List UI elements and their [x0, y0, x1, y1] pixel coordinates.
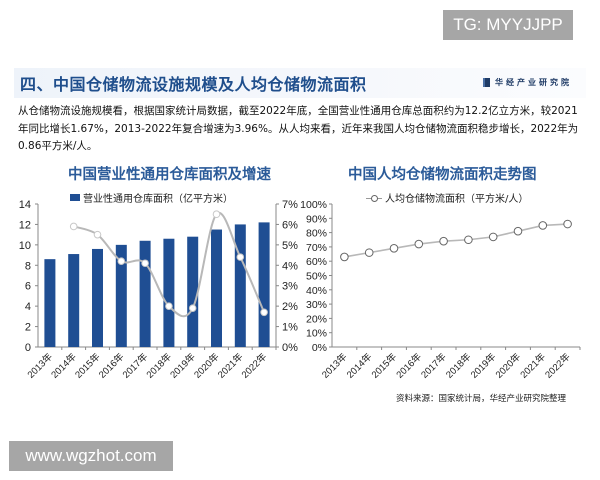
- svg-text:2016年: 2016年: [394, 350, 425, 381]
- right-chart-legend: 人均仓储物流面积（平方米/人）: [366, 190, 528, 205]
- svg-text:2017年: 2017年: [120, 350, 151, 381]
- svg-text:2013年: 2013年: [25, 350, 56, 381]
- svg-text:0%: 0%: [312, 342, 327, 354]
- svg-text:2018年: 2018年: [443, 350, 474, 381]
- logo-mark-icon: [483, 78, 490, 87]
- svg-text:5%: 5%: [282, 240, 298, 252]
- svg-text:6%: 6%: [282, 219, 298, 231]
- left-chart-plot: 024681012140%1%2%3%4%5%6%7%2013年2014年201…: [19, 199, 298, 381]
- svg-text:2017年: 2017年: [419, 350, 450, 381]
- top-watermark-badge: TG: MYYJJPP: [443, 10, 573, 40]
- right-chart-title: 中国人均仓储物流面积走势图: [348, 167, 537, 183]
- svg-text:2014年: 2014年: [344, 350, 375, 381]
- legend-bar-swatch-icon: [70, 194, 80, 201]
- svg-text:2022年: 2022年: [239, 350, 270, 381]
- svg-text:20%: 20%: [306, 313, 327, 325]
- section-header: 四、中国仓储物流设施规模及人均仓储物流面积 华经产业研究院: [14, 68, 586, 98]
- svg-text:4: 4: [25, 301, 31, 313]
- svg-text:7%: 7%: [282, 199, 298, 211]
- legend-label: 人均仓储物流面积（平方米/人）: [385, 194, 529, 205]
- svg-text:80%: 80%: [306, 228, 327, 240]
- legend-line-marker-icon: [366, 193, 382, 203]
- section-title: 四、中国仓储物流设施规模及人均仓储物流面积: [20, 75, 367, 94]
- svg-text:10: 10: [19, 240, 31, 252]
- right-chart-plot: 0%10%20%30%40%50%60%70%80%90%100%2013年20…: [300, 199, 581, 381]
- bottom-watermark-badge: www.wgzhot.com: [9, 441, 173, 471]
- svg-text:2019年: 2019年: [468, 350, 499, 381]
- svg-text:2020年: 2020年: [191, 350, 222, 381]
- svg-text:2020年: 2020年: [493, 350, 524, 381]
- svg-text:0%: 0%: [282, 342, 298, 354]
- svg-text:2019年: 2019年: [168, 350, 199, 381]
- svg-text:2015年: 2015年: [72, 350, 103, 381]
- svg-text:0: 0: [25, 342, 31, 354]
- svg-text:40%: 40%: [306, 285, 327, 297]
- svg-text:6: 6: [25, 281, 31, 293]
- svg-text:3%: 3%: [282, 281, 298, 293]
- body-paragraph: 从仓储物流设施规模看，根据国家统计局数据，截至2022年底，全国营业性通用仓库总…: [18, 105, 579, 152]
- publisher-logo: 华经产业研究院: [483, 77, 572, 88]
- svg-text:100%: 100%: [300, 199, 327, 211]
- svg-text:2022年: 2022年: [543, 350, 574, 381]
- svg-text:2021年: 2021年: [518, 350, 549, 381]
- svg-text:2016年: 2016年: [96, 350, 127, 381]
- svg-text:30%: 30%: [306, 299, 327, 311]
- svg-text:2014年: 2014年: [49, 350, 80, 381]
- svg-text:2%: 2%: [282, 301, 298, 313]
- svg-text:14: 14: [19, 199, 31, 211]
- svg-text:2018年: 2018年: [144, 350, 175, 381]
- svg-text:90%: 90%: [306, 213, 327, 225]
- svg-text:2021年: 2021年: [215, 350, 246, 381]
- svg-text:50%: 50%: [306, 271, 327, 283]
- svg-text:12: 12: [19, 219, 31, 231]
- logo-text: 华经产业研究院: [495, 78, 572, 87]
- left-chart-title: 中国营业性通用仓库面积及增速: [68, 167, 271, 183]
- svg-text:60%: 60%: [306, 256, 327, 268]
- svg-text:2015年: 2015年: [369, 350, 400, 381]
- data-source-note: 资料来源：国家统计局，华经产业研究院整理: [395, 394, 566, 404]
- svg-text:1%: 1%: [282, 322, 298, 334]
- svg-text:4%: 4%: [282, 260, 298, 272]
- left-chart-legend: 营业性通用仓库面积（亿平方米）: [70, 190, 233, 205]
- svg-text:2013年: 2013年: [319, 350, 350, 381]
- svg-text:2: 2: [25, 322, 31, 334]
- svg-text:8: 8: [25, 260, 31, 272]
- svg-text:10%: 10%: [306, 328, 327, 340]
- svg-text:70%: 70%: [306, 242, 327, 254]
- legend-label: 营业性通用仓库面积（亿平方米）: [83, 194, 233, 205]
